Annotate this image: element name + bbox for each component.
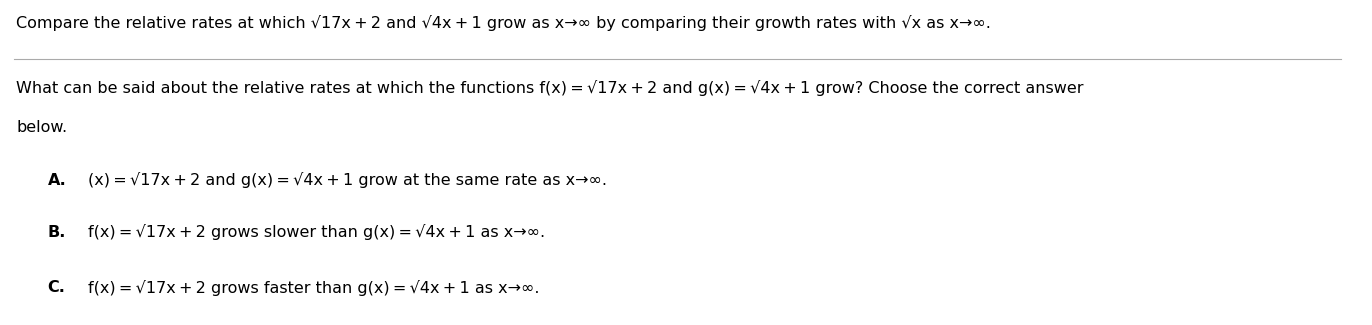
Text: below.: below.	[16, 120, 67, 135]
Text: A.: A.	[48, 173, 66, 188]
Text: B.: B.	[48, 225, 66, 240]
Text: f(x) = √17x + 2 grows slower than g(x) = √4x + 1 as x→∞.: f(x) = √17x + 2 grows slower than g(x) =…	[88, 224, 545, 240]
Text: (x) = √17x + 2 and g(x) = √4x + 1 grow at the same rate as x→∞.: (x) = √17x + 2 and g(x) = √4x + 1 grow a…	[88, 172, 606, 188]
Text: f(x) = √17x + 2 grows faster than g(x) = √4x + 1 as x→∞.: f(x) = √17x + 2 grows faster than g(x) =…	[88, 280, 539, 295]
Text: C.: C.	[48, 280, 66, 295]
Text: What can be said about the relative rates at which the functions f(x) = √17x + 2: What can be said about the relative rate…	[16, 80, 1084, 96]
Text: Compare the relative rates at which √17x + 2 and √4x + 1 grow as x→∞ by comparin: Compare the relative rates at which √17x…	[16, 15, 991, 31]
